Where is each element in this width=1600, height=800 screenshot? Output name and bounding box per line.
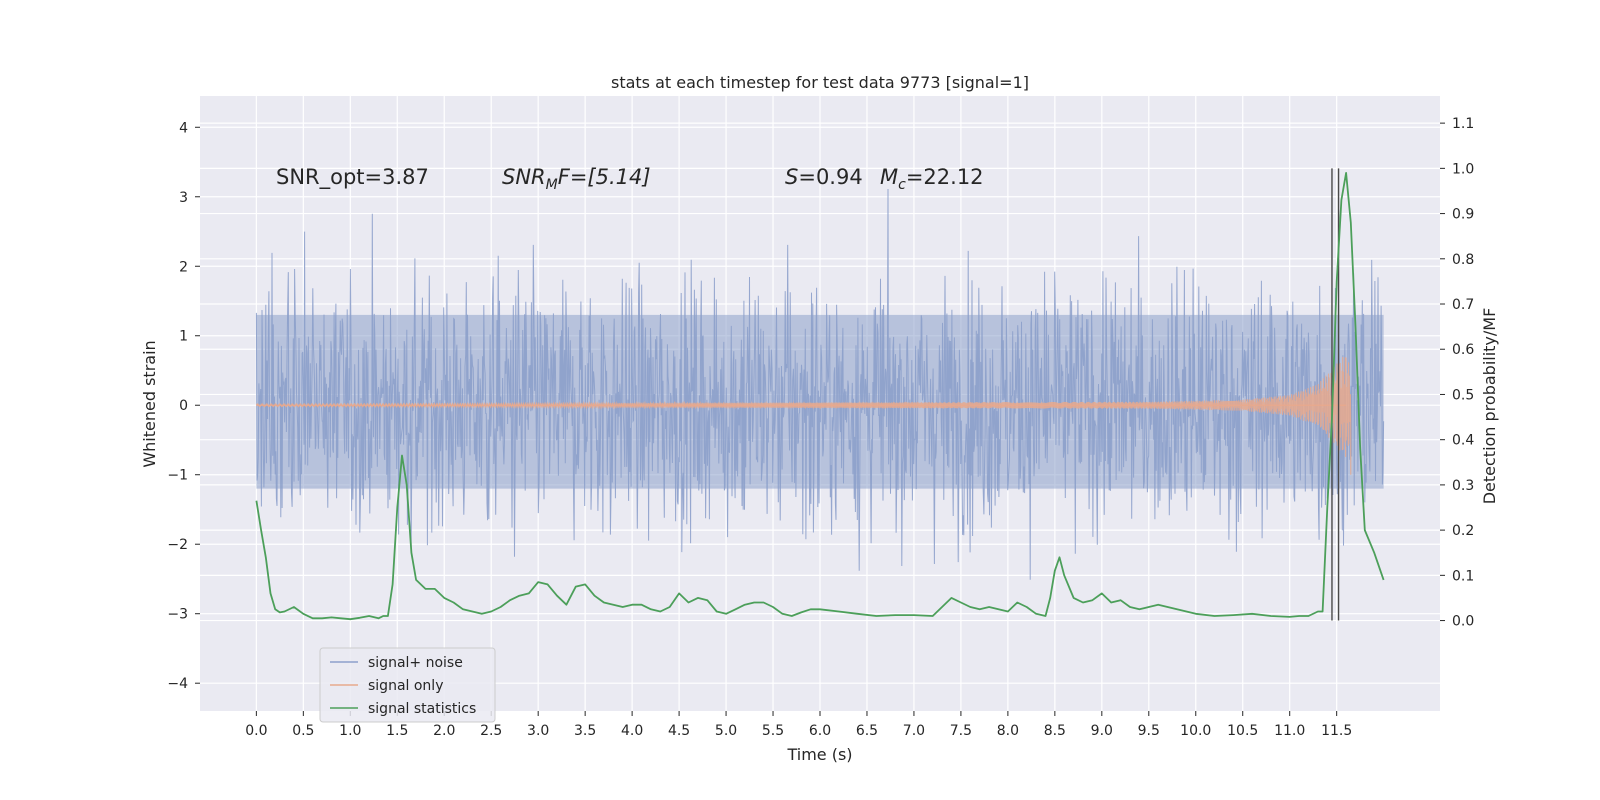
x-tick-label: 7.0	[903, 723, 925, 739]
signal-only-series	[255, 356, 1352, 475]
y-right-tick-label: 0.9	[1452, 207, 1474, 223]
x-tick-label: 10.5	[1227, 723, 1258, 739]
mc-subscript: c	[898, 177, 906, 193]
x-tick-label: 1.0	[339, 723, 361, 739]
x-tick-label: 5.5	[762, 723, 784, 739]
y-left-tick-label: −1	[167, 468, 188, 484]
legend-label-signal-statistics: signal statistics	[368, 701, 476, 717]
x-axis-label: Time (s)	[786, 745, 852, 764]
x-tick-label: 7.5	[950, 723, 972, 739]
signal-statistics-series	[255, 172, 1385, 621]
x-tick-label: 8.0	[997, 723, 1019, 739]
y-right-tick-label: 0.2	[1452, 523, 1474, 539]
annotation-snr-mf: SNRMF=[5.14]	[502, 165, 651, 193]
x-tick-label: 10.0	[1180, 723, 1211, 739]
y-left-tick-label: 1	[179, 329, 188, 345]
x-tick-label: 4.5	[668, 723, 690, 739]
x-tick-label: 6.0	[809, 723, 831, 739]
x-tick-label: 11.0	[1274, 723, 1305, 739]
x-tick-label: 5.0	[715, 723, 737, 739]
y-right-ticks: 1.1 1.0 0.9 0.8 0.7 0.6 0.5 0.4 0.3 0.2 0.1 0.0	[1440, 116, 1474, 630]
x-tick-label: 9.5	[1138, 723, 1160, 739]
legend-box	[319, 647, 496, 723]
x-tick-label: 4.0	[621, 723, 643, 739]
annotation-s: S=0.94	[785, 165, 863, 189]
legend-label-noise: signal+ noise	[368, 655, 463, 671]
y-right-tick-label: 0.6	[1452, 342, 1474, 358]
y-left-tick-label: 0	[179, 398, 188, 414]
y-left-tick-label: 4	[179, 120, 188, 136]
x-tick-label: 11.5	[1321, 723, 1352, 739]
x-tick-label: 3.5	[574, 723, 596, 739]
mc-value: =22.12	[906, 165, 984, 189]
x-tick-label: 2.5	[480, 723, 502, 739]
x-tick-label: 0.0	[245, 723, 267, 739]
x-tick-label: 0.5	[292, 723, 314, 739]
x-tick-label: 9.0	[1091, 723, 1113, 739]
y-right-tick-label: 0.3	[1452, 478, 1474, 494]
y-right-tick-label: 0.8	[1452, 252, 1474, 268]
y-left-tick-label: 3	[179, 190, 188, 206]
signal-statistics-line	[255, 172, 1385, 621]
x-tick-label: 3.0	[527, 723, 549, 739]
y-right-tick-label: 0.7	[1452, 297, 1474, 313]
y-right-tick-label: 1.0	[1452, 161, 1474, 177]
s-symbol: S	[785, 165, 798, 189]
y-right-axis-label: Detection probability/MF	[1480, 308, 1499, 505]
mc-symbol: M	[880, 165, 898, 189]
y-left-tick-label: 2	[179, 259, 188, 275]
legend: signal+ noise signal only signal statist…	[319, 647, 496, 723]
y-left-ticks: 4 3 2 1 0 −1 −2 −3 −4	[167, 120, 200, 692]
snr-mf-value: F=[5.14]	[558, 165, 651, 189]
s-value: =0.94	[798, 165, 862, 189]
annotation-snr-opt: SNR_opt=3.87	[276, 165, 429, 190]
snr-mf-subscript: M	[546, 177, 558, 193]
x-tick-label: 1.5	[386, 723, 408, 739]
y-left-tick-label: −4	[167, 676, 188, 692]
x-tick-label: 8.5	[1044, 723, 1066, 739]
y-right-tick-label: 0.4	[1452, 433, 1474, 449]
y-left-tick-label: −2	[167, 537, 188, 553]
chart-title: stats at each timestep for test data 977…	[611, 73, 1029, 92]
y-right-tick-label: 1.1	[1452, 116, 1474, 132]
y-right-tick-label: 0.0	[1452, 614, 1474, 630]
x-tick-label: 6.5	[856, 723, 878, 739]
y-left-axis-label: Whitened strain	[140, 340, 159, 467]
y-right-tick-label: 0.5	[1452, 387, 1474, 403]
legend-label-signal-only: signal only	[368, 678, 443, 694]
x-tick-label: 2.0	[433, 723, 455, 739]
y-right-tick-label: 0.1	[1452, 568, 1474, 584]
x-ticks: 0.0 0.5 1.0 1.5 2.0 2.5 3.0 3.5 4.0 4.5 5.0 5.5 6.0 6…	[245, 711, 1352, 739]
snr-mf-symbol: SNR	[502, 165, 546, 189]
y-left-tick-label: −3	[167, 607, 188, 623]
annotation-mc: Mc=22.12	[880, 165, 984, 193]
